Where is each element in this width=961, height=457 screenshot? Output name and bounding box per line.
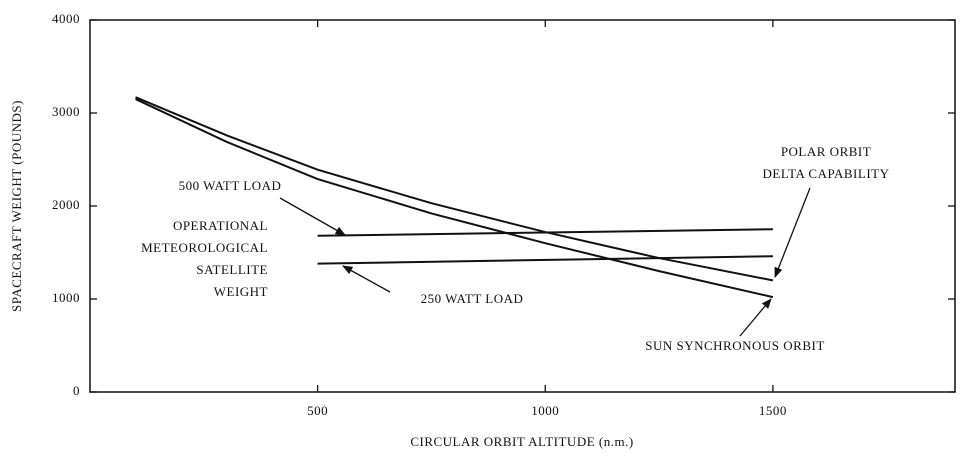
y-axis-label: SPACECRAFT WEIGHT (POUNDS) [9, 100, 24, 312]
annotation: SUN SYNCHRONOUS ORBIT [645, 338, 825, 353]
y-tick-label: 3000 [52, 104, 80, 119]
x-tick-label: 500 [307, 403, 328, 418]
plot-frame [89, 19, 956, 393]
line [317, 228, 773, 237]
line [135, 98, 774, 299]
arrow [739, 298, 772, 337]
y-tick-label: 4000 [52, 11, 80, 26]
y-tick-label: 2000 [52, 197, 80, 212]
annotation: 500 WATT LOAD [179, 178, 282, 193]
annotation: SATELLITE [196, 262, 268, 277]
annotation: 250 WATT LOAD [421, 291, 524, 306]
x-axis-label: CIRCULAR ORBIT ALTITUDE (n.m.) [410, 434, 633, 449]
x-tick-label: 1500 [759, 403, 787, 418]
annotation: WEIGHT [214, 284, 268, 299]
arrow [342, 265, 391, 293]
annotation: METEOROLOGICAL [141, 240, 268, 255]
x-tick-label: 1000 [531, 403, 559, 418]
annotation: OPERATIONAL [173, 218, 268, 233]
y-tick-label: 1000 [52, 290, 80, 305]
line [317, 255, 773, 265]
annotation: POLAR ORBIT [781, 144, 871, 159]
annotation: DELTA CAPABILITY [763, 166, 890, 181]
arrow [774, 187, 811, 278]
arrow [279, 197, 346, 236]
y-tick-label: 0 [73, 383, 80, 398]
